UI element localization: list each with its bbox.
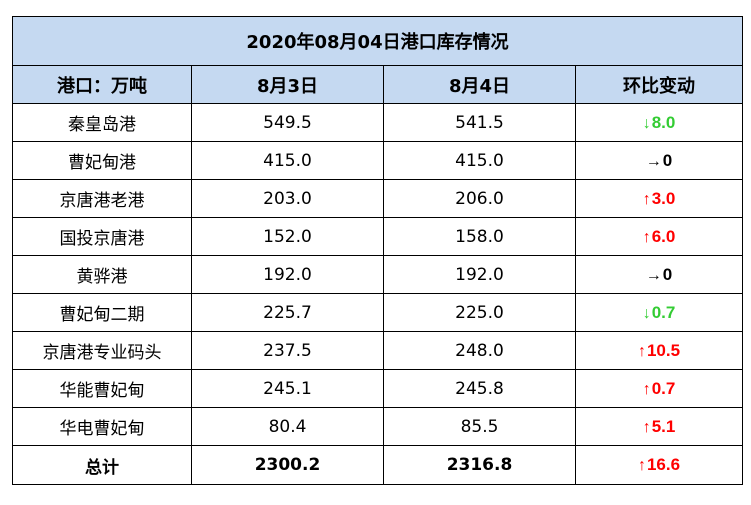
aug4-value-cell: 2316.8 [383,445,576,485]
change-cell: ↑10.5 [574,331,744,370]
port-name-cell: 国投京唐港 [12,217,192,256]
table-row: 华能曹妃甸 245.1 245.8 ↑0.7 [12,369,744,408]
arrow-up-icon: ↑ [642,380,651,398]
port-name-cell: 京唐港老港 [12,179,192,218]
change-value: 5.1 [651,416,676,436]
aug3-value-cell: 192.0 [191,255,384,294]
aug3-value-cell: 237.5 [191,331,384,370]
aug3-value-cell: 245.1 [191,369,384,408]
change-cell: ↑6.0 [574,217,744,256]
table-row: 国投京唐港 152.0 158.0 ↑6.0 [12,217,744,256]
change-cell: ↑0.7 [574,369,744,408]
aug4-value-cell: 415.0 [383,141,576,180]
arrow-up-icon: ↑ [637,457,646,474]
table-row: 黄骅港 192.0 192.0 →0 [12,255,744,294]
table-row: 华电曹妃甸 80.4 85.5 ↑5.1 [12,407,744,446]
port-name-cell: 曹妃甸二期 [12,293,192,332]
port-inventory-table: 2020年08月04日港口库存情况 港口：万吨 8月3日 8月4日 环比变动 秦… [11,16,744,485]
change-value: 3.0 [651,188,676,208]
aug4-value-cell: 192.0 [383,255,576,294]
arrow-down-icon: ↓ [642,114,651,132]
change-value: 0 [662,264,673,284]
aug4-value-cell: 541.5 [383,103,576,142]
table-total-row: 总计 2300.2 2316.8 ↑16.6 [12,445,744,485]
aug3-value-cell: 152.0 [191,217,384,256]
header-aug3: 8月3日 [191,65,384,104]
change-cell: →0 [574,141,744,180]
change-cell: ↑5.1 [574,407,744,446]
arrow-right-icon: → [645,152,662,170]
aug4-value-cell: 206.0 [383,179,576,218]
table-row: 曹妃甸二期 225.7 225.0 ↓0.7 [12,293,744,332]
arrow-right-icon: → [645,266,662,284]
header-port: 港口：万吨 [12,65,192,104]
change-cell: ↓0.7 [574,293,744,332]
port-name-cell: 曹妃甸港 [12,141,192,180]
change-value: 0.7 [651,302,676,322]
table-row: 曹妃甸港 415.0 415.0 →0 [12,141,744,180]
port-name-cell: 秦皇岛港 [12,103,192,142]
port-name-cell: 华电曹妃甸 [12,407,192,446]
aug4-value-cell: 85.5 [383,407,576,446]
arrow-down-icon: ↓ [642,304,651,322]
table-title-row: 2020年08月04日港口库存情况 [11,16,744,66]
aug4-value-cell: 248.0 [383,331,576,370]
aug4-value-cell: 245.8 [383,369,576,408]
aug3-value-cell: 415.0 [191,141,384,180]
change-value: 16.6 [646,455,681,474]
change-cell: →0 [574,255,744,294]
port-name-cell: 黄骅港 [12,255,192,294]
aug4-value-cell: 225.0 [383,293,576,332]
change-value: 0.7 [651,378,676,398]
change-value: 6.0 [651,226,676,246]
table-title: 2020年08月04日港口库存情况 [11,16,744,66]
arrow-up-icon: ↑ [642,228,651,246]
aug3-value-cell: 80.4 [191,407,384,446]
arrow-up-icon: ↑ [642,190,651,208]
aug3-value-cell: 203.0 [191,179,384,218]
change-cell: ↑3.0 [574,179,744,218]
arrow-up-icon: ↑ [637,342,646,360]
table-header-row: 港口：万吨 8月3日 8月4日 环比变动 [12,65,744,104]
table-row: 京唐港老港 203.0 206.0 ↑3.0 [12,179,744,218]
arrow-up-icon: ↑ [642,418,651,436]
aug4-value-cell: 158.0 [383,217,576,256]
header-aug4: 8月4日 [383,65,576,104]
change-value: 0 [662,150,673,170]
port-name-cell: 华能曹妃甸 [12,369,192,408]
aug3-value-cell: 225.7 [191,293,384,332]
change-cell: ↓8.0 [574,103,744,142]
aug3-value-cell: 2300.2 [191,445,384,485]
aug3-value-cell: 549.5 [191,103,384,142]
change-value: 10.5 [646,340,681,360]
change-cell: ↑16.6 [574,445,744,485]
table-row: 秦皇岛港 549.5 541.5 ↓8.0 [12,103,744,142]
inventory-table-container: 2020年08月04日港口库存情况 港口：万吨 8月3日 8月4日 环比变动 秦… [11,16,744,485]
change-value: 8.0 [651,112,676,132]
header-change: 环比变动 [574,65,744,104]
table-row: 京唐港专业码头 237.5 248.0 ↑10.5 [12,331,744,370]
port-name-cell: 总计 [12,445,192,485]
port-name-cell: 京唐港专业码头 [12,331,192,370]
